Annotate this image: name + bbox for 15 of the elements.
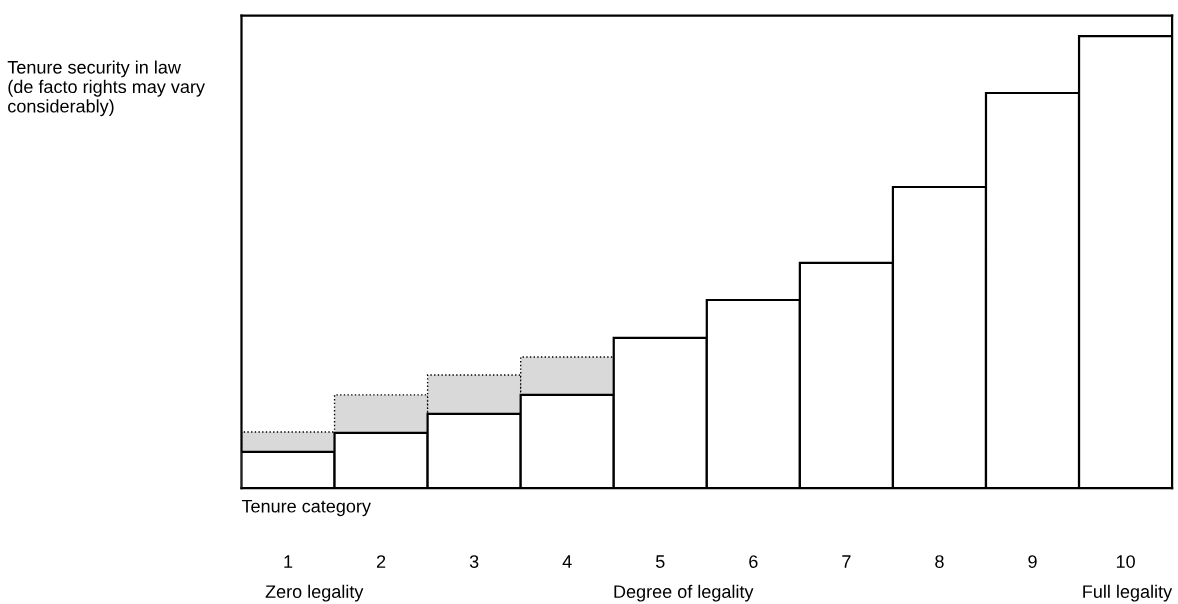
x-tick-label: 5 — [655, 555, 665, 568]
y-axis-title: Tenure security in law (de facto rights may vary considerably) — [7, 60, 205, 117]
x-tick-label: 10 — [1116, 555, 1135, 568]
x-tick-label: 4 — [562, 555, 572, 568]
text: Zero legality — [265, 584, 364, 602]
text: Degree of legality — [614, 584, 754, 602]
x-tick-label: 9 — [1028, 555, 1037, 568]
x-tick-label: 7 — [842, 555, 851, 568]
x-tick-label: 1 — [284, 555, 293, 568]
x-tick-label: 8 — [935, 555, 944, 568]
text: Full legality — [1083, 584, 1173, 602]
x-tick-label: 2 — [376, 555, 386, 568]
x-axis-title: Tenure category — [241, 499, 371, 517]
x-tick-label: 3 — [469, 555, 479, 568]
x-tick-label: 6 — [749, 555, 758, 568]
